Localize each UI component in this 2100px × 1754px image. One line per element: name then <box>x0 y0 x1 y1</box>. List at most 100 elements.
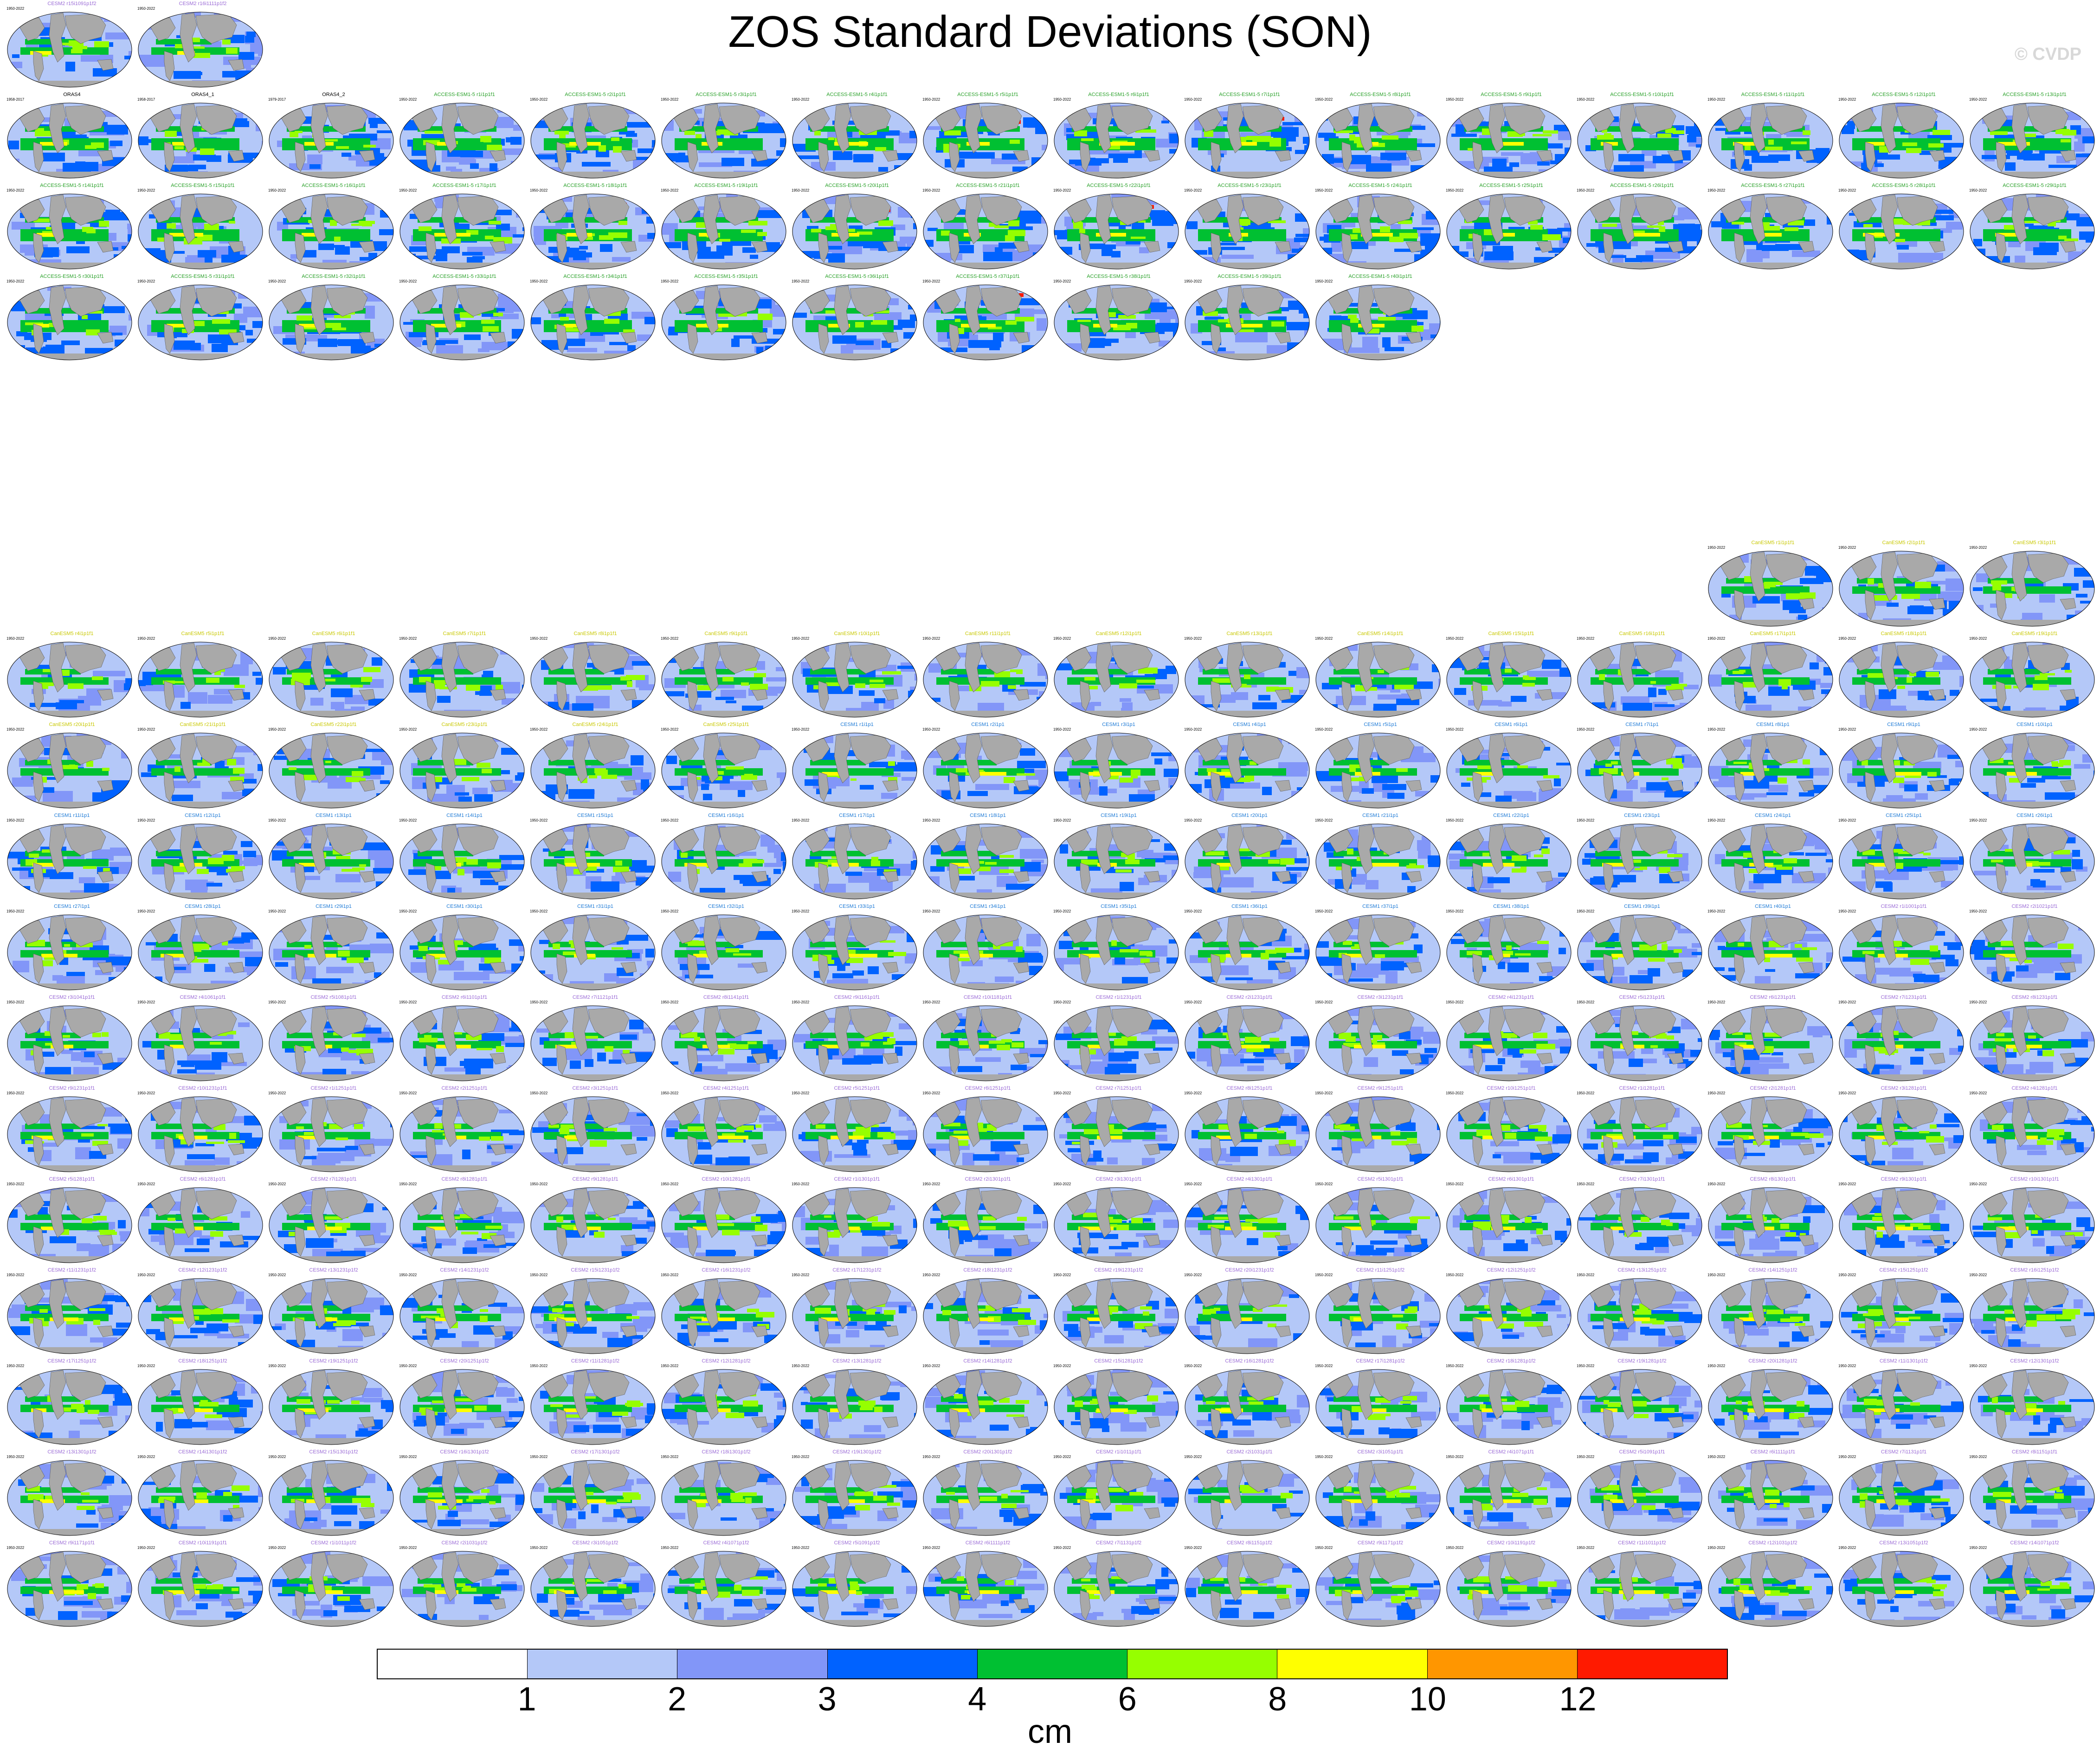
panel-years: 1950-2022 <box>6 6 25 11</box>
map-panel: CESM2 r20i1301p1f2 1950-2022 <box>922 1448 1053 1539</box>
map-panel: CESM2 r9i1171p1f1 1950-2022 <box>6 1539 137 1630</box>
panel-years: 1950-2022 <box>1184 188 1202 193</box>
panel-years: 1950-2022 <box>1838 909 1856 913</box>
map-panel: CESM2 r10i1181p1f1 1950-2022 <box>922 994 1053 1085</box>
map-panel: ACCESS-ESM1-5 r26i1p1f1 1950-2022 <box>1577 182 1707 273</box>
panel-years: 1950-2022 <box>1838 1000 1856 1004</box>
map-panel: CESM2 r2i1031p1f1 1950-2022 <box>1184 1448 1315 1539</box>
panel-title: CESM2 r12i1301p1f2 <box>2010 1358 2059 1364</box>
panel-title: CESM1 r17i1p1 <box>839 813 875 818</box>
panel-title: CESM1 r12i1p1 <box>185 813 221 818</box>
panel-years: 1950-2022 <box>268 909 286 913</box>
panel-title: CanESM5 r23i1p1f1 <box>441 722 488 727</box>
panel-title: CESM2 r8i1301p1f1 <box>1750 1176 1796 1182</box>
panel-years: 1950-2022 <box>530 909 548 913</box>
panel-years: 1950-2022 <box>1707 727 1726 732</box>
panel-years: 1950-2022 <box>137 6 155 11</box>
map-panel: CESM2 r19i1281p1f2 1950-2022 <box>1577 1357 1707 1448</box>
panel-title: CESM2 r4i1061p1f1 <box>180 995 226 1000</box>
colorbar-units: cm <box>1028 1713 1072 1750</box>
map-panel: CESM2 r17i1301p1f2 1950-2022 <box>530 1448 661 1539</box>
panel-years: 1950-2022 <box>1577 1546 1595 1550</box>
panel-years: 1950-2022 <box>792 727 810 732</box>
map-panel: CESM2 r10i1231p1f1 1950-2022 <box>137 1085 268 1176</box>
panel-title: CESM1 r19i1p1 <box>1101 813 1137 818</box>
map-panel: CESM2 r1i1011p1f2 1950-2022 <box>268 1539 399 1630</box>
panel-years: 1950-2022 <box>922 727 940 732</box>
panel-years: 1950-2022 <box>268 636 286 641</box>
map-panel: CESM2 r5i1301p1f1 1950-2022 <box>1315 1176 1446 1266</box>
panel-title: ACCESS-ESM1-5 r24i1p1f1 <box>1348 183 1412 188</box>
panel-title: CESM2 r10i1301p1f1 <box>2010 1176 2059 1182</box>
panel-title: CESM1 r9i1p1 <box>1887 722 1920 727</box>
panel-years: 1950-2022 <box>268 1091 286 1095</box>
map-panel: CESM2 r10i1251p1f1 1950-2022 <box>1446 1085 1577 1176</box>
map-panel: CESM1 r17i1p1 1950-2022 <box>792 812 922 903</box>
panel-title: ACCESS-ESM1-5 r29i1p1f1 <box>2003 183 2067 188</box>
map-panel: ACCESS-ESM1-5 r21i1p1f1 1950-2022 <box>922 182 1053 273</box>
panel-title: CESM2 r6i1251p1f1 <box>965 1086 1011 1091</box>
map-panel: CESM2 r19i1301p1f2 1950-2022 <box>792 1448 922 1539</box>
panel-years: 1950-2022 <box>1053 1546 1071 1550</box>
panel-years: 1950-2022 <box>661 727 679 732</box>
panel-years: 1950-2022 <box>1184 1182 1202 1186</box>
map-panel: ACCESS-ESM1-5 r32i1p1f1 1950-2022 <box>268 273 399 364</box>
panel-title: CESM2 r6i1111p1f2 <box>965 1540 1011 1546</box>
map-panel: CESM2 r20i1251p1f2 1950-2022 <box>399 1357 530 1448</box>
panel-title: CESM2 r18i1301p1f2 <box>702 1449 751 1455</box>
map-panel: CESM1 r26i1p1 1950-2022 <box>1969 812 2100 903</box>
panel-years: 1950-2022 <box>1838 1546 1856 1550</box>
panel-years: 1950-2022 <box>1315 1273 1333 1277</box>
panel-years: 1950-2022 <box>399 1000 417 1004</box>
map-panel: CESM2 r8i1151p1f2 1950-2022 <box>1184 1539 1315 1630</box>
panel-years: 1950-2022 <box>1315 1091 1333 1095</box>
map-panel: CESM2 r8i1141p1f1 1950-2022 <box>661 994 792 1085</box>
map-panel: CESM1 r15i1p1 1950-2022 <box>530 812 661 903</box>
panel-title: CESM2 r11i1251p1f2 <box>1356 1267 1405 1273</box>
panel-years: 1950-2022 <box>1577 1091 1595 1095</box>
panel-title: CESM2 r13i1231p1f2 <box>309 1267 358 1273</box>
panel-years: 1950-2022 <box>399 1182 417 1186</box>
panel-years: 1950-2022 <box>137 1000 155 1004</box>
panel-title: CanESM5 r4i1p1f1 <box>50 631 94 636</box>
map-panel: CESM2 r13i1301p1f2 1950-2022 <box>6 1448 137 1539</box>
map-panel: CESM1 r25i1p1 1950-2022 <box>1838 812 1969 903</box>
panel-title: CESM1 r40i1p1 <box>1755 904 1791 909</box>
panel-title: ACCESS-ESM1-5 r7i1p1f1 <box>1219 92 1280 97</box>
panel-title: CESM1 r10i1p1 <box>2016 722 2053 727</box>
panel-title: CESM2 r16i1281p1f2 <box>1225 1358 1274 1364</box>
panel-title: CESM2 r7i1131p1f2 <box>1095 1540 1142 1546</box>
panel-title: CanESM5 r20i1p1f1 <box>49 722 95 727</box>
map-panel: CESM2 r7i1131p1f1 1950-2022 <box>1838 1448 1969 1539</box>
panel-title: CESM2 r1i1001p1f1 <box>1881 904 1927 909</box>
panel-years: 1950-2022 <box>1315 279 1333 283</box>
panel-title: CESM1 r2i1p1 <box>971 722 1005 727</box>
map-panel: CESM2 r9i1301p1f1 1950-2022 <box>1838 1176 1969 1266</box>
colorbar-segment <box>528 1650 678 1678</box>
panel-years: 1950-2022 <box>1184 1546 1202 1550</box>
map-panel: CanESM5 r21i1p1f1 1950-2022 <box>137 721 268 812</box>
panel-years: 1950-2022 <box>1969 909 1987 913</box>
panel-title: CESM2 r1i1301p1f1 <box>834 1176 880 1182</box>
panel-title: ACCESS-ESM1-5 r1i1p1f1 <box>434 92 495 97</box>
map-panel: CESM2 r11i1251p1f2 1950-2022 <box>1315 1266 1446 1357</box>
map-panel: CanESM5 r11i1p1f1 1950-2022 <box>922 630 1053 721</box>
panel-years: 1950-2022 <box>1446 1364 1464 1368</box>
panel-years: 1950-2022 <box>530 1182 548 1186</box>
panel-title: CESM2 r5i1251p1f1 <box>834 1086 880 1091</box>
panel-years: 1950-2022 <box>1969 546 1987 550</box>
panel-years: 1950-2022 <box>1969 1182 1987 1186</box>
panel-title: ORAS4 <box>63 92 81 97</box>
map-panel: CESM1 r3i1p1 1950-2022 <box>1053 721 1184 812</box>
map-panel: CESM1 r5i1p1 1950-2022 <box>1315 721 1446 812</box>
colorbar-segment <box>1427 1650 1578 1678</box>
panel-years: 1950-2022 <box>268 818 286 822</box>
panel-title: ACCESS-ESM1-5 r3i1p1f1 <box>696 92 757 97</box>
map-panel: CESM2 r5i1231p1f1 1950-2022 <box>1577 994 1707 1085</box>
map-panel: CESM1 r24i1p1 1950-2022 <box>1707 812 1838 903</box>
panel-years: 1950-2022 <box>268 1546 286 1550</box>
panel-years: 1950-2022 <box>399 279 417 283</box>
panel-title: CESM2 r8i1231p1f1 <box>2011 995 2058 1000</box>
panel-years: 1950-2022 <box>922 1182 940 1186</box>
panel-years: 1950-2022 <box>1707 97 1726 102</box>
